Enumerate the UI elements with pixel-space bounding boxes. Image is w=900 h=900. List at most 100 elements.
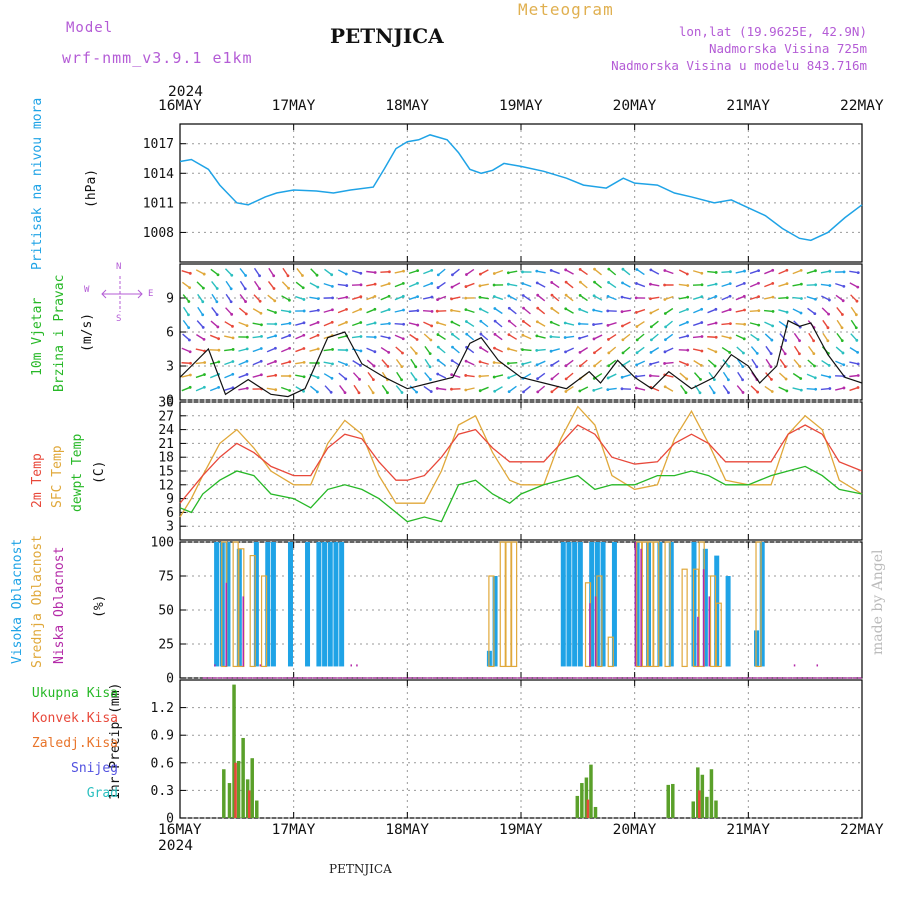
mid-cloud-bar: [260, 575, 268, 668]
y-tick-label: 6: [166, 326, 174, 341]
wind-arrow-head: [373, 271, 377, 274]
wind-arrow-head: [359, 283, 363, 287]
low-cloud-bar: [697, 616, 699, 667]
wind-arrow-head: [606, 309, 610, 313]
wind-arrow: [410, 358, 417, 368]
wind-arrow-head: [593, 364, 596, 368]
wind-arrow-head: [856, 271, 860, 275]
wind-arrow: [424, 358, 431, 368]
wind-arrow-head: [842, 363, 846, 367]
wind-arrow-head: [229, 287, 233, 291]
wind-arrow: [565, 294, 574, 302]
total-rain-bar: [593, 806, 598, 818]
wind-arrow-head: [607, 364, 611, 368]
wind-arrow: [622, 333, 631, 341]
wind-arrow-head: [798, 365, 802, 368]
wind-arrow: [394, 282, 404, 288]
wind-arrow: [664, 347, 674, 353]
wind-arrow: [295, 334, 305, 340]
y-tick-label: 100: [151, 536, 174, 551]
wind-arrow-head: [550, 390, 554, 394]
wind-arrow-head: [728, 336, 732, 340]
wind-arrow: [224, 360, 234, 366]
wind-arrow: [565, 269, 574, 275]
wind-arrow-head: [564, 350, 567, 354]
wind-arrow-head: [663, 283, 666, 287]
wind-arrow: [821, 295, 830, 301]
wind-arrow-head: [217, 360, 221, 364]
wind-arrow: [779, 358, 786, 368]
high-cloud-bar: [327, 542, 333, 667]
y-tick-label: 30: [158, 396, 174, 411]
wind-arrow-head: [216, 325, 220, 329]
wind-arrow: [593, 309, 603, 313]
wind-arrow: [565, 385, 574, 393]
wind-arrow-head: [606, 323, 610, 327]
bottom-date-label: 20MAY: [612, 822, 657, 838]
wind-arrow: [210, 320, 219, 328]
wind-arrow-head: [302, 298, 306, 301]
wind-arrow-head: [402, 269, 405, 273]
high-cloud-bar: [668, 542, 674, 667]
high-cloud-bar: [214, 542, 220, 667]
wind-arrow: [778, 269, 788, 275]
wind-arrow: [437, 322, 447, 326]
wind-arrow-head: [373, 282, 377, 286]
wind-arrow: [722, 384, 730, 394]
wind-arrow: [494, 347, 503, 353]
wind-arrow: [749, 309, 759, 313]
wind-arrow: [636, 320, 645, 328]
wind-arrow: [522, 334, 532, 340]
wind-arrow: [309, 321, 319, 327]
wind-arrow-head: [742, 294, 746, 298]
total-rain-bar: [709, 769, 714, 818]
wind-arrow-head: [842, 386, 846, 390]
wind-arrow: [579, 281, 588, 289]
wind-arrow-head: [592, 308, 596, 312]
wind-arrow-head: [450, 297, 453, 301]
wind-arrow: [253, 267, 261, 277]
wind-arrow: [551, 360, 560, 366]
wind-arrow: [451, 282, 461, 288]
wind-arrow-head: [812, 352, 816, 356]
wind-arrow-head: [187, 300, 191, 303]
wind-arrow: [211, 281, 218, 289]
wind-arrow-head: [635, 363, 638, 367]
wind-arrow-head: [742, 281, 746, 285]
wind-arrow: [508, 295, 518, 301]
wind-arrow: [508, 385, 517, 393]
wind-arrow-head: [686, 307, 689, 311]
wind-arrow: [579, 347, 589, 353]
mid-cloud-bar: [607, 636, 614, 668]
wind-arrow: [266, 374, 276, 378]
wind-arrow: [764, 385, 773, 393]
wind-arrow: [537, 385, 546, 393]
wind-arrow-head: [331, 296, 334, 300]
wind-arrow: [181, 386, 191, 392]
wind-arrow-head: [274, 311, 277, 314]
wind-arrow-head: [771, 281, 775, 285]
wind-arrow: [736, 346, 744, 354]
total-rain-bar: [714, 800, 718, 818]
wind-arrow: [367, 371, 374, 381]
wind-arrow-head: [755, 365, 759, 369]
wind-arrow-head: [606, 388, 610, 391]
wind-arrow: [239, 268, 247, 276]
wind-arrow: [765, 358, 772, 368]
wind-arrow: [678, 269, 688, 275]
wind-arrow: [366, 270, 376, 274]
wind-arrow: [409, 346, 417, 354]
bottom-date-label: 16MAY: [158, 822, 202, 838]
wind-arrow-head: [634, 296, 638, 300]
wind-arrow: [451, 333, 460, 341]
wind-arrow: [721, 322, 731, 326]
wind-arrow-head: [757, 295, 761, 299]
wind-arrow-head: [230, 312, 234, 316]
wind-arrow-head: [245, 324, 249, 328]
top-date-label: 16MAY: [158, 98, 202, 114]
wind-arrow: [181, 281, 191, 289]
wind-arrow-head: [550, 363, 553, 367]
wind-arrow: [282, 267, 289, 277]
wind-arrow: [296, 268, 303, 276]
wind-arrow-head: [465, 332, 469, 336]
